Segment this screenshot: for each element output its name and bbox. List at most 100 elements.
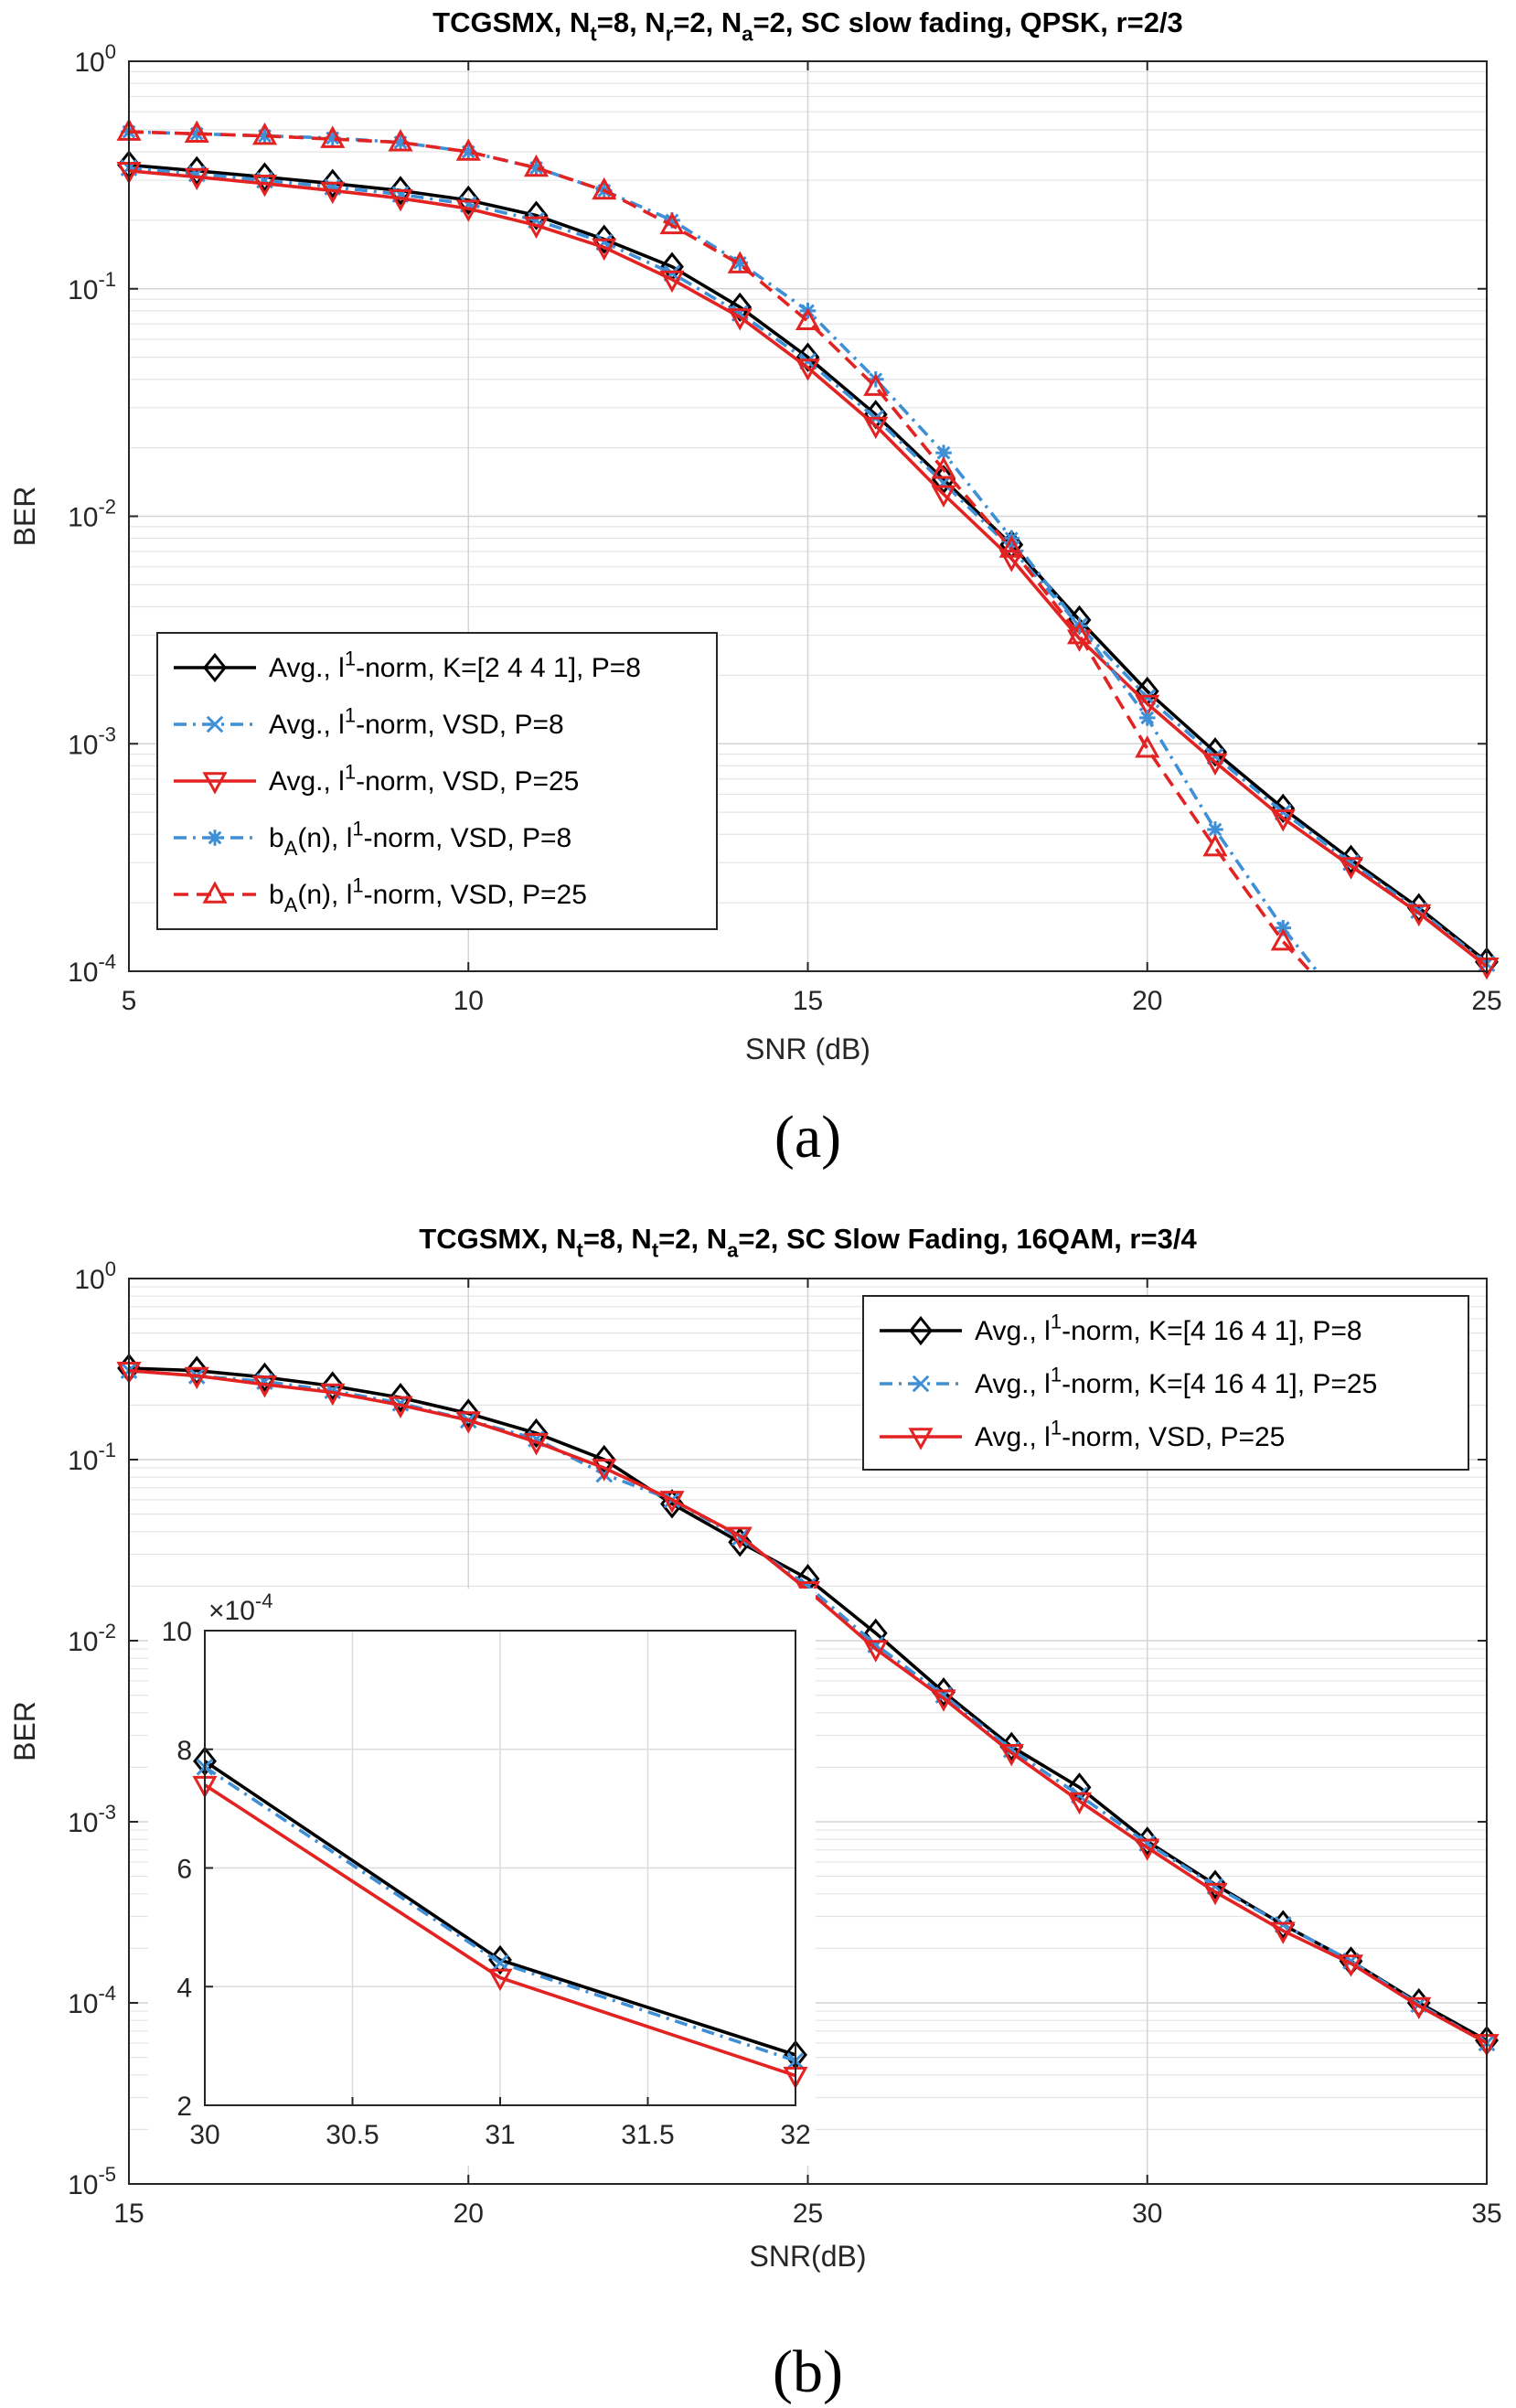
- data-point: [1406, 904, 1432, 927]
- data-point: [998, 535, 1024, 558]
- data-point: [184, 167, 209, 191]
- data-point: [659, 1491, 685, 1514]
- series-line-1: [128, 1368, 1488, 2045]
- data-point: [931, 1689, 956, 1712]
- data-point: [188, 125, 206, 143]
- panel-a: 5 10 15 20 25 100 10-1 10-2 10-3 10-4 TCGSMX, Nt​=…: [8, 6, 1502, 1171]
- y-tick-label: 10-2: [68, 1620, 116, 1657]
- x-axis-label: SNR (dB): [745, 1033, 870, 1065]
- series-line-0: [128, 163, 1489, 964]
- data-point: [1066, 1792, 1093, 1815]
- legend-marker-1: [206, 715, 224, 733]
- data-point: [592, 177, 617, 200]
- inset-x-tick-label: 30.5: [326, 2120, 379, 2150]
- data-point: [185, 1355, 209, 1386]
- data-point: [523, 1433, 550, 1456]
- data-point: [931, 456, 956, 479]
- data-point: [455, 1411, 481, 1434]
- data-point: [728, 292, 753, 323]
- data-point: [388, 129, 413, 152]
- inset-y-tick-label: 8: [176, 1736, 192, 1766]
- data-point: [523, 154, 550, 177]
- data-point: [998, 1743, 1024, 1767]
- legend: Avg., l1​-norm, K=[2 4 4 1], P=8 Avg., l1…: [156, 632, 718, 930]
- data-point: [592, 238, 617, 262]
- y-tick-label: 100: [74, 40, 116, 78]
- inset-x-tick-label: 30: [189, 2120, 219, 2150]
- y-tick-label: 10-2: [68, 496, 116, 533]
- data-point: [389, 1383, 412, 1413]
- x-tick-label: 25: [1471, 986, 1501, 1016]
- legend-marker-0: [909, 1315, 933, 1346]
- data-point: [1270, 927, 1296, 951]
- x-tick-label: 35: [1471, 2199, 1501, 2229]
- data-point: [1202, 1882, 1228, 1906]
- inset-data-point: [487, 1968, 513, 1992]
- data-point: [592, 1444, 616, 1475]
- data-point: [1271, 1910, 1296, 1940]
- data-point: [1135, 1838, 1160, 1861]
- data-point: [727, 308, 753, 331]
- x-tick-label: 10: [454, 986, 484, 1016]
- inset-x-tick-label: 31.5: [621, 2120, 674, 2150]
- data-point: [931, 485, 956, 508]
- data-point: [727, 1526, 753, 1549]
- data-point: [935, 444, 952, 461]
- data-point: [1203, 737, 1227, 767]
- data-point: [251, 1375, 278, 1398]
- inset-background: [148, 1589, 816, 2166]
- x-tick-label: 25: [793, 2199, 823, 2229]
- data-point: [320, 125, 346, 148]
- legend-entry-1: Avg., l1​-norm, K=[4 16 4 1], P=25: [975, 1363, 1377, 1399]
- x-tick-label: 20: [1132, 986, 1162, 1016]
- data-point: [388, 189, 413, 212]
- data-point: [1270, 809, 1296, 832]
- data-point: [1066, 621, 1093, 645]
- data-point: [867, 370, 884, 388]
- chart-title: TCGSMX, Nt​=8, Nt​=2, Na​=2, SC Slow Fad…: [419, 1223, 1197, 1261]
- data-point: [528, 159, 545, 177]
- data-point: [731, 254, 749, 272]
- legend-marker-4: [202, 881, 228, 904]
- legend-entry-2: Avg., l1​-norm, VSD, P=25: [269, 760, 579, 797]
- data-point: [184, 120, 209, 144]
- data-point: [524, 1418, 549, 1449]
- y-tick-label: 10-5: [68, 2163, 116, 2200]
- y-axis-label: BER: [8, 487, 41, 547]
- data-point: [1135, 735, 1160, 758]
- data-point: [1275, 919, 1292, 936]
- data-point: [251, 174, 278, 198]
- inset-chart: 30 30.5 31 31.5 32 2 4 6 8 10 ×10-4: [148, 1589, 816, 2166]
- data-point: [1202, 753, 1228, 776]
- legend-marker-3: [207, 829, 223, 846]
- data-point: [1270, 1921, 1296, 1944]
- legend-entry-0: Avg., l1​-norm, K=[2 4 4 1], P=8: [269, 647, 641, 683]
- data-point: [252, 1362, 277, 1393]
- data-point: [664, 212, 680, 229]
- data-point: [659, 211, 685, 235]
- legend-box: [862, 1295, 1469, 1471]
- y-tick-label: 10-1: [68, 268, 116, 305]
- chart-title: TCGSMX, Nt​=8, Nr​=2, Na​=2, SC slow fad…: [432, 6, 1183, 45]
- y-tick-label: 10-3: [68, 1801, 116, 1838]
- data-point: [320, 1371, 345, 1401]
- inset-y-tick-label: 6: [176, 1855, 192, 1885]
- data-point: [256, 127, 273, 144]
- x-tick-label: 15: [793, 986, 823, 1016]
- inset-y-tick-label: 10: [162, 1617, 192, 1647]
- x-tick-label: 15: [113, 2199, 144, 2229]
- y-tick-label: 10-4: [68, 950, 116, 988]
- data-point: [728, 1527, 753, 1557]
- data-point: [795, 359, 821, 381]
- y-tick-label: 10-1: [68, 1439, 116, 1476]
- data-point: [592, 1459, 617, 1482]
- inset-x-tick-label: 32: [780, 2120, 810, 2150]
- data-point: [727, 251, 753, 273]
- inset-data-point: [491, 1953, 509, 1972]
- data-point: [456, 1398, 481, 1429]
- legend-marker-1: [912, 1375, 930, 1393]
- data-point: [320, 181, 346, 205]
- inset-series-line-2: [204, 1783, 796, 2078]
- inset-y-tick-label: 4: [176, 1973, 192, 2003]
- inset-series-line-1: [204, 1765, 796, 2063]
